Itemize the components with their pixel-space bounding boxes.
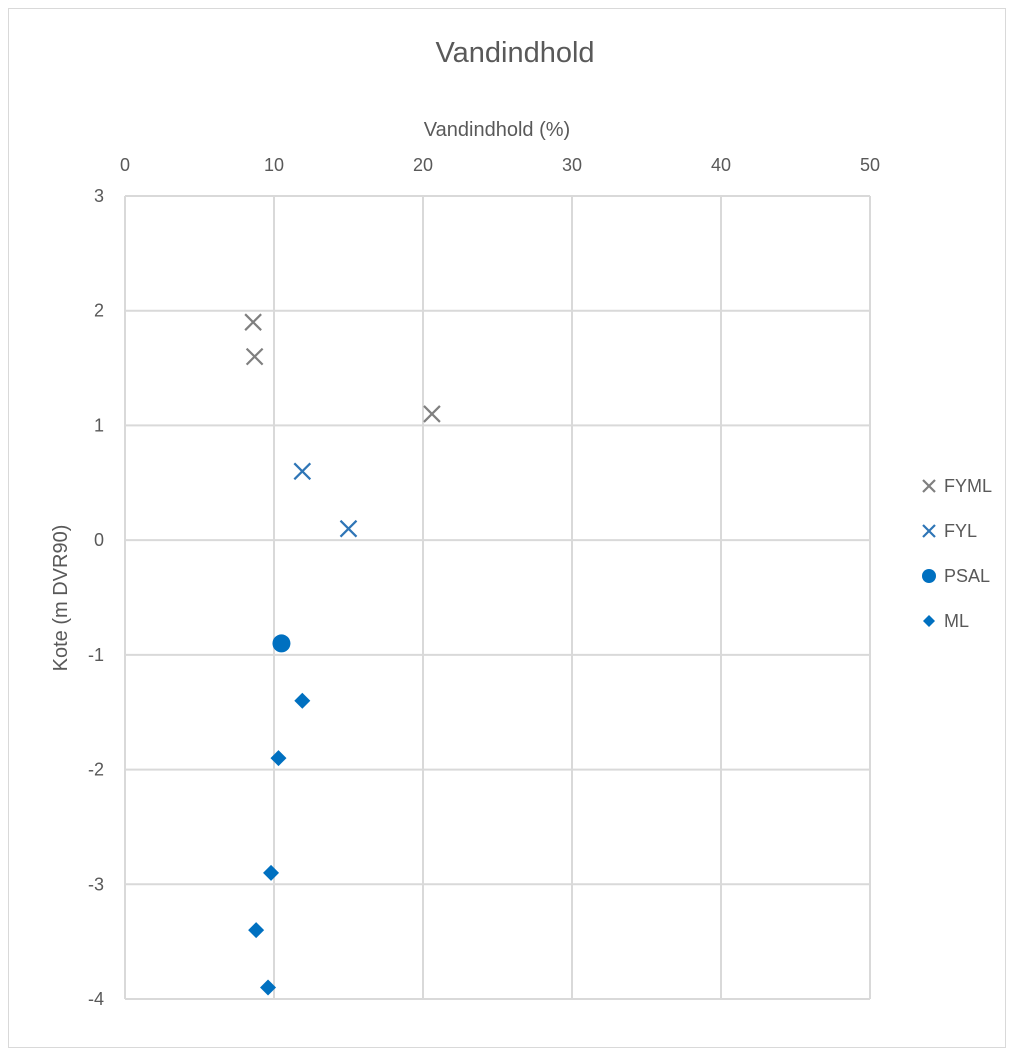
- y-tick-label: 2: [94, 301, 104, 321]
- legend-marker-psal: [922, 569, 936, 583]
- chart-frame: [8, 8, 1006, 1048]
- x-tick-label: 30: [562, 155, 582, 175]
- point-ml: [294, 692, 311, 709]
- y-tick-label: -3: [88, 874, 104, 894]
- x-axis-title: Vandindhold (%): [424, 119, 570, 141]
- point-ml: [263, 864, 280, 881]
- legend: FYML FYL PSAL ML: [922, 476, 992, 631]
- y-axis-title: Kote (m DVR90): [50, 525, 72, 672]
- point-fyl: [293, 462, 312, 481]
- y-tick-label: -4: [88, 989, 104, 1009]
- gridlines: [124, 195, 871, 1000]
- x-tick-label: 10: [264, 155, 284, 175]
- point-ml: [248, 922, 265, 939]
- legend-marker-fyl: [922, 524, 936, 538]
- legend-label-ml: ML: [944, 611, 969, 631]
- legend-marker-ml: [923, 615, 935, 627]
- y-tick-label: 0: [94, 530, 104, 550]
- y-tick-label: -2: [88, 760, 104, 780]
- y-tick-label: -1: [88, 645, 104, 665]
- x-tick-label: 0: [120, 155, 130, 175]
- legend-label-fyl: FYL: [944, 521, 977, 541]
- legend-label-psal: PSAL: [944, 566, 990, 586]
- x-tick-label: 50: [860, 155, 880, 175]
- y-tick-label: 1: [94, 415, 104, 435]
- point-fyml: [244, 313, 262, 331]
- point-fyml: [245, 347, 264, 366]
- scatter-chart: Vandindhold Vandindhold (%) Kote (m DVR9…: [50, 37, 992, 1009]
- x-tick-label: 40: [711, 155, 731, 175]
- data-points: [244, 313, 441, 996]
- point-ml: [260, 979, 277, 996]
- legend-label-fyml: FYML: [944, 476, 992, 496]
- point-fyl: [339, 519, 358, 538]
- chart-title: Vandindhold: [435, 37, 594, 69]
- point-ml: [270, 750, 287, 767]
- y-tick-label: 3: [94, 186, 104, 206]
- point-fyml: [423, 405, 441, 423]
- legend-marker-fyml: [922, 479, 936, 493]
- x-tick-label: 20: [413, 155, 433, 175]
- point-psal: [272, 634, 291, 653]
